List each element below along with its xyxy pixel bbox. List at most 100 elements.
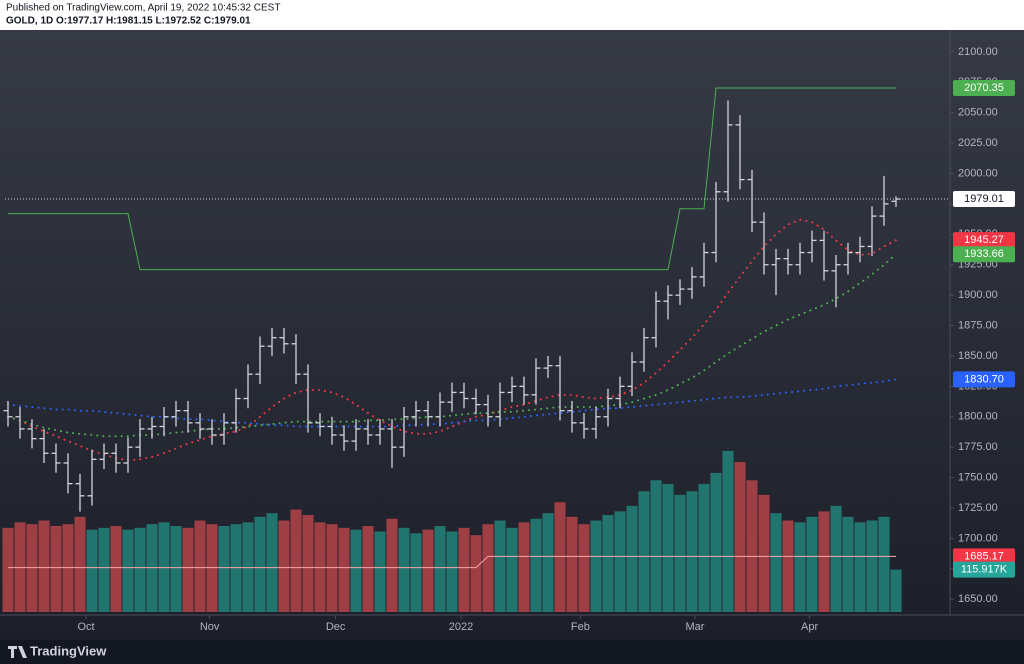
y-tick-label: 1850.00 [958,350,998,362]
volume-bar [554,502,566,612]
price-label: 2070.35 [964,82,1004,94]
price-label: 1830.70 [964,373,1004,385]
volume-bar [650,480,662,612]
y-tick-label: 2100.00 [958,46,998,58]
volume-bar [710,472,722,612]
price-label-box [953,246,1015,263]
y-tick-label: 2000.00 [958,167,998,179]
indicator-line [7,378,897,428]
volume-bar [194,520,206,612]
volume-bar [542,513,554,612]
x-tick-label: Apr [801,621,818,633]
x-tick-label: Nov [200,621,220,633]
volume-bar [518,522,530,612]
volume-bar [890,569,902,612]
y-tick-label: 1700.00 [958,532,998,544]
x-tick-label: Mar [686,621,705,633]
volume-bar [434,526,446,612]
volume-bar [122,529,134,612]
x-tick-label: Feb [571,621,590,633]
volume-bar [110,526,122,612]
volume-bar [770,513,782,612]
price-label-box [953,561,1015,578]
volume-bar [806,516,818,612]
volume-bar [38,520,50,612]
footer-bar [0,640,1024,664]
volume-bar [854,522,866,612]
volume-bar [362,526,374,612]
volume-bar [470,535,482,612]
volume-bar [290,509,302,612]
price-label-box [953,79,1015,96]
volume-bar [626,505,638,612]
volume-bar [734,461,746,612]
brand-logo [8,646,27,658]
y-tick-label: 1750.00 [958,471,998,483]
volume-bar [410,533,422,612]
y-tick-label: 1900.00 [958,289,998,301]
symbol-legend: GOLD, 1D O:1977.17 H:1981.15 L:1972.52 C… [6,16,251,27]
volume-bar [218,526,230,612]
volume-bar [662,483,674,612]
volume-bar [794,522,806,612]
volume-bar [590,520,602,612]
volume-bar [446,531,458,612]
price-label-box [953,371,1015,388]
y-tick-label: 2025.00 [958,137,998,149]
volume-bar [674,494,686,612]
price-label: 1685.17 [964,550,1004,562]
volume-bar [494,520,506,612]
volume-bar [722,450,734,612]
indicator-line [8,87,896,271]
volume-bar [74,516,86,612]
price-label: 115.917K [961,563,1008,575]
volume-bar [398,527,410,612]
x-tick-label: 2022 [449,621,473,633]
brand-name: TradingView [30,643,107,658]
volume-bar [422,529,434,612]
volume-bar [830,505,842,612]
volume-bar [698,483,710,612]
price-label-box [953,548,1015,565]
header-bar [0,0,1024,30]
volume-bar [758,494,770,612]
volume-bar [782,520,794,612]
volume-bar [746,480,758,612]
price-label: 1945.27 [964,234,1004,246]
volume-bar [614,511,626,612]
price-label-box [953,191,1015,208]
volume-bar [302,515,314,612]
indicator-line [8,555,896,569]
volume-bar [578,524,590,612]
published-note: Published on TradingView.com, April 19, … [6,3,280,14]
y-tick-label: 1775.00 [958,441,998,453]
volume-bar [866,520,878,612]
volume-bar [842,516,854,612]
y-tick-label: 1725.00 [958,502,998,514]
price-label: 1933.66 [964,248,1004,260]
volume-bar [254,516,266,612]
volume-bar [386,518,398,612]
volume-bar [818,511,830,612]
volume-bar [602,515,614,612]
y-tick-label: 1800.00 [958,411,998,423]
volume-bar [338,527,350,612]
volume-bar [134,527,146,612]
volume-bar [686,491,698,612]
volume-bar [638,491,650,612]
volume-bar [350,529,362,612]
volume-bar [266,513,278,612]
y-tick-label: 2050.00 [958,107,998,119]
volume-bar [86,529,98,612]
price-label-box [953,232,1015,249]
volume-bar [278,520,290,612]
y-tick-label: 1650.00 [958,593,998,605]
volume-bar [182,527,194,612]
volume-bar [566,516,578,612]
volume-bar [98,527,110,612]
volume-bar [2,527,14,612]
price-label: 1979.01 [964,193,1004,205]
volume-bar [506,527,518,612]
x-tick-label: Dec [326,621,346,633]
